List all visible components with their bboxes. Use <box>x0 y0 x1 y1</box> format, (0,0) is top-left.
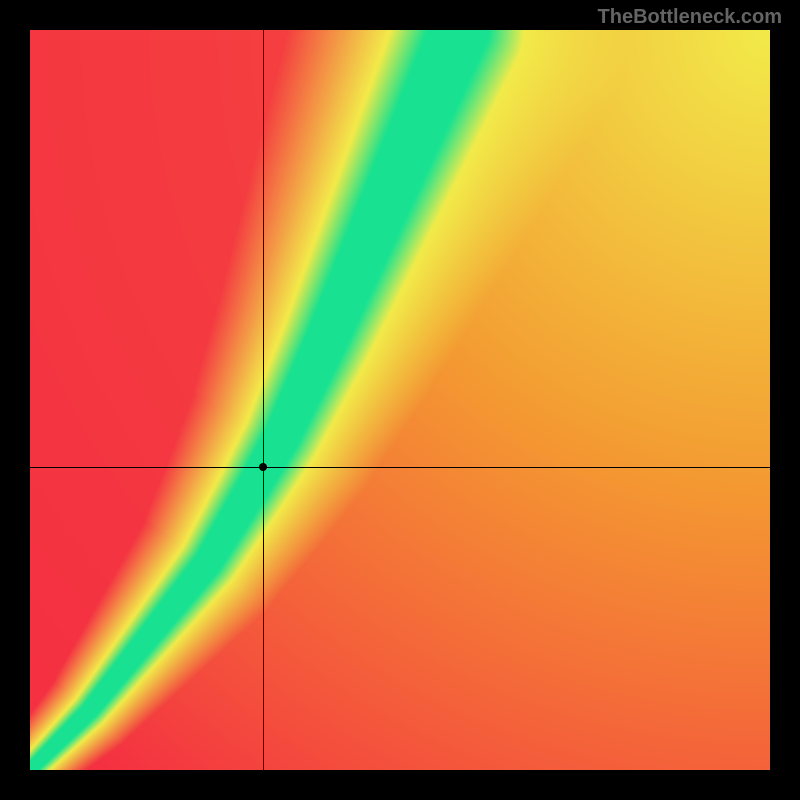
crosshair-vertical <box>263 30 264 770</box>
crosshair-point <box>259 463 267 471</box>
heatmap-plot <box>30 30 770 770</box>
watermark-text: TheBottleneck.com <box>598 6 782 29</box>
crosshair-horizontal <box>30 467 770 468</box>
heatmap-canvas <box>30 30 770 770</box>
